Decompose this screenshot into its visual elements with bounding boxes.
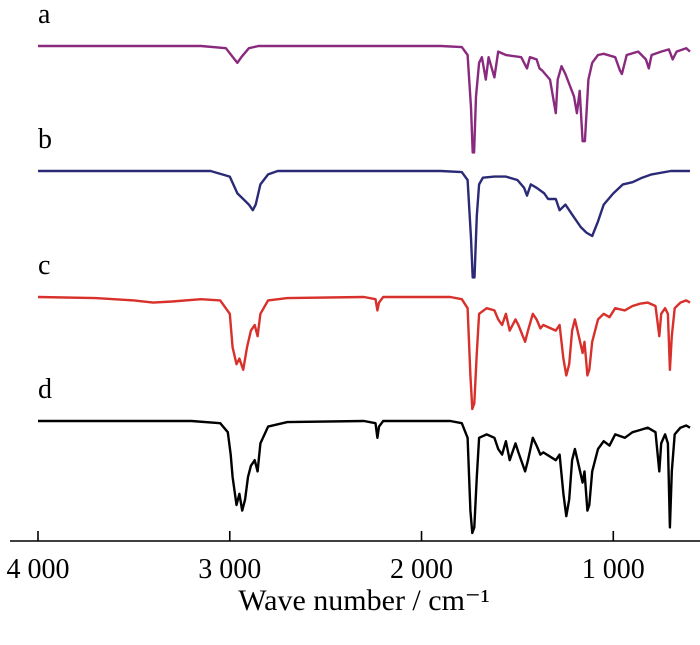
x-tick-label: 3 000 [198,554,261,585]
series-layer [38,46,690,533]
series-tag-d: d [38,374,52,405]
series-line-c [38,297,690,409]
series-tag-b: b [38,124,52,155]
x-tick-label: 4 000 [7,554,70,585]
series-line-d [38,421,690,533]
x-axis-title: Wave number / cm⁻¹ [238,584,490,617]
series-line-b [38,171,690,277]
x-tick-label: 2 000 [390,554,453,585]
x-axis: 4 000 3 000 2 000 1 000 [7,531,700,585]
series-tag-a: a [38,0,51,30]
series-tags: a b c d [38,0,52,405]
series-tag-c: c [38,250,50,281]
x-tick-label: 1 000 [582,554,645,585]
series-line-a [38,46,690,152]
